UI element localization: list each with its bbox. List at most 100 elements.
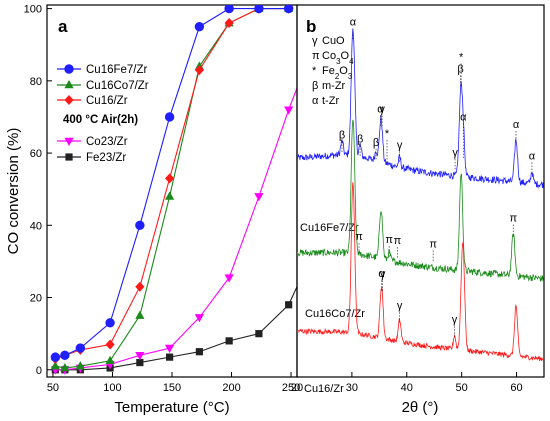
data-point — [225, 337, 233, 345]
peak-label: * — [459, 51, 464, 63]
peak-label: γ — [380, 268, 386, 280]
panel-a-ticks: 50 100 150 200 250 0 20 40 60 80 100 — [24, 4, 301, 394]
data-point — [136, 358, 144, 367]
y-tick-label: 20 — [30, 293, 42, 305]
phase-symbol: * — [312, 65, 317, 77]
legend-marker — [64, 95, 74, 105]
peak-label: γ — [397, 300, 403, 312]
legend-label: Co23/Zr — [86, 136, 128, 148]
phase-name: Fe2O3 — [322, 65, 353, 81]
peak-label: γ — [452, 147, 458, 159]
peak-label: α — [529, 151, 536, 163]
data-point — [135, 281, 145, 292]
data-point — [60, 350, 70, 361]
peak-label: π — [394, 235, 402, 247]
data-point — [165, 173, 175, 184]
panel-b-frame — [296, 4, 545, 378]
legend-entry: Cu16Fe7/Zr — [57, 64, 148, 76]
data-point — [135, 310, 145, 319]
panel-b-x-axis-title: 2θ (°) — [402, 399, 439, 416]
sample-label: Cu16Fe7/Zr — [300, 222, 359, 234]
phase-entry: π Co3O4 — [312, 50, 354, 66]
panel-b-letter: b — [306, 17, 316, 36]
x-tick-label: 150 — [163, 382, 181, 394]
panel-a-legend: Cu16Fe7/Zr Cu16Co7/Zr Cu16/Zr Co23/Zr Fe23/Z… — [57, 64, 149, 164]
sample-label: Cu16/Zr — [304, 383, 344, 395]
peak-label: π — [355, 231, 363, 243]
peak-label: * — [385, 128, 390, 140]
y-tick-label: 100 — [24, 4, 42, 16]
data-point — [105, 355, 115, 365]
y-tick-label: 0 — [36, 365, 42, 377]
panel-a-legend-note: 400 °C Air(2h) — [63, 114, 138, 126]
series-Cu16Fe7/Zr — [297, 28, 544, 189]
legend-marker — [64, 80, 74, 89]
data-point — [164, 112, 175, 122]
panel-b-ticks: 20 30 40 50 60 — [291, 372, 523, 394]
series-line — [55, 8, 289, 360]
data-point — [224, 274, 234, 283]
peak-label: γ — [379, 104, 385, 116]
data-point — [135, 352, 145, 361]
data-point — [194, 65, 204, 76]
x-tick-label: 250 — [282, 382, 300, 394]
data-point — [75, 361, 85, 370]
data-point — [60, 362, 70, 372]
peak-label: π — [385, 234, 393, 246]
x-tick-label: 200 — [222, 382, 240, 394]
phase-name: Co3O4 — [322, 50, 354, 66]
sample-label: Cu16Co7/Zr — [305, 308, 365, 320]
xrd-trace — [297, 28, 544, 189]
phase-name: m-Zr — [322, 80, 346, 92]
phase-symbol: γ — [312, 35, 318, 47]
data-point — [283, 5, 294, 14]
peak-labels-Cu16Fe7/Zr: βαβ βαγ*γγβ*ααα — [339, 17, 536, 174]
panel-a-series — [50, 5, 297, 375]
phase-entry: α t-Zr — [312, 95, 339, 107]
peak-label: β — [457, 63, 463, 75]
legend-entry: Co23/Zr — [57, 136, 128, 148]
peak-label: α — [513, 119, 520, 131]
phase-entry: γ CuO — [312, 35, 345, 47]
panel-a-letter: a — [58, 17, 68, 36]
phase-name: t-Zr — [322, 95, 339, 107]
series-Cu16Co7/Zr — [297, 119, 544, 283]
x-tick-label: 30 — [346, 382, 358, 394]
panel-a-y-axis-title: CO conversion (%) — [5, 128, 22, 255]
data-point — [194, 21, 205, 32]
x-tick-label: 60 — [510, 382, 522, 394]
legend-entry: Fe23/Zr — [57, 152, 126, 164]
y-tick-label: 80 — [30, 76, 42, 88]
legend-marker — [65, 153, 73, 161]
data-point — [224, 5, 234, 14]
phase-symbol: α — [312, 95, 319, 107]
peak-label: π — [429, 239, 437, 251]
series-line — [55, 8, 289, 358]
data-point — [255, 330, 263, 338]
peak-label: α — [350, 17, 357, 29]
peak-label: γ — [452, 314, 458, 326]
data-point — [195, 348, 203, 356]
data-point — [165, 344, 175, 354]
data-point — [285, 301, 293, 309]
y-tick-label: 60 — [30, 148, 42, 160]
peak-label: α — [460, 112, 467, 124]
xrd-trace — [297, 182, 544, 362]
series-Cu16/Zr — [297, 182, 544, 362]
data-point — [254, 193, 264, 202]
legend-label: Cu16Co7/Zr — [86, 80, 149, 92]
data-point — [166, 353, 174, 361]
peak-label: β — [357, 133, 363, 145]
series-Cu16Fe7/Zr — [50, 5, 294, 362]
data-point — [135, 220, 145, 231]
data-point — [75, 343, 86, 353]
x-tick-label: 40 — [401, 382, 413, 394]
legend-entry: Cu16Co7/Zr — [57, 80, 149, 92]
